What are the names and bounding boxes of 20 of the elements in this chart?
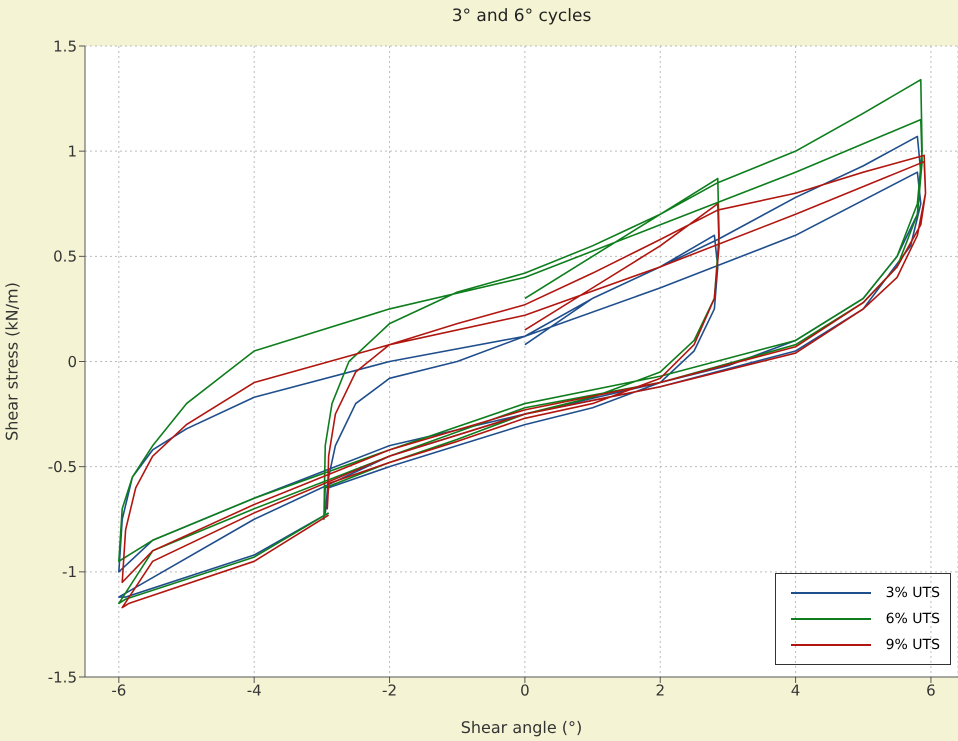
y-tick-label: -0.5: [48, 458, 77, 476]
y-tick-label: 1: [67, 142, 77, 160]
x-axis-title: Shear angle (°): [460, 718, 582, 737]
y-tick-label: -1.5: [48, 668, 77, 686]
chart-title: 3° and 6° cycles: [450, 6, 592, 26]
text: 3% UTS: [886, 585, 940, 601]
y-tick-label: 1.5: [53, 37, 77, 56]
x-tick-label: -6: [111, 682, 126, 700]
y-tick-label: 0: [67, 352, 77, 371]
x-tick-label: -2: [382, 682, 398, 700]
text: 6% UTS: [886, 611, 940, 627]
y-axis-title: Shear stress (kN/m): [2, 282, 22, 441]
x-tick-label: 4: [790, 682, 800, 700]
x-tick-label: 0: [520, 682, 530, 700]
y-tick-label: 0.5: [53, 248, 77, 266]
x-tick-label: 2: [655, 682, 666, 700]
x-tick-label: 6: [926, 682, 936, 700]
text: 9% UTS: [886, 637, 940, 653]
x-tick-label: -4: [246, 682, 262, 700]
y-tick-label: -1: [62, 563, 77, 582]
